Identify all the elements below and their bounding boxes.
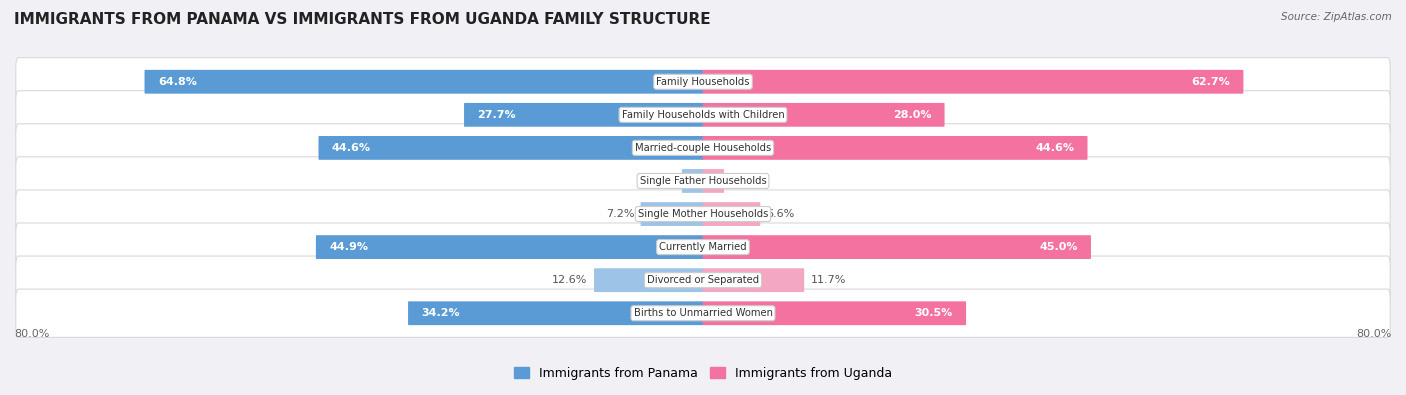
Text: 44.6%: 44.6% bbox=[332, 143, 371, 153]
FancyBboxPatch shape bbox=[703, 136, 1087, 160]
Text: Married-couple Households: Married-couple Households bbox=[636, 143, 770, 153]
FancyBboxPatch shape bbox=[595, 268, 703, 292]
FancyBboxPatch shape bbox=[319, 136, 703, 160]
Text: Single Mother Households: Single Mother Households bbox=[638, 209, 768, 219]
FancyBboxPatch shape bbox=[703, 235, 1091, 259]
Text: 27.7%: 27.7% bbox=[478, 110, 516, 120]
FancyBboxPatch shape bbox=[464, 103, 703, 127]
Text: 2.4%: 2.4% bbox=[731, 176, 759, 186]
FancyBboxPatch shape bbox=[703, 70, 1243, 94]
Text: 80.0%: 80.0% bbox=[14, 329, 49, 339]
FancyBboxPatch shape bbox=[15, 91, 1391, 139]
Text: 2.4%: 2.4% bbox=[647, 176, 675, 186]
Text: 44.9%: 44.9% bbox=[329, 242, 368, 252]
Text: Single Father Households: Single Father Households bbox=[640, 176, 766, 186]
Text: Births to Unmarried Women: Births to Unmarried Women bbox=[634, 308, 772, 318]
Text: 11.7%: 11.7% bbox=[811, 275, 846, 285]
Text: Currently Married: Currently Married bbox=[659, 242, 747, 252]
FancyBboxPatch shape bbox=[15, 289, 1391, 337]
FancyBboxPatch shape bbox=[15, 58, 1391, 106]
FancyBboxPatch shape bbox=[15, 157, 1391, 205]
Text: Family Households with Children: Family Households with Children bbox=[621, 110, 785, 120]
FancyBboxPatch shape bbox=[703, 169, 724, 193]
FancyBboxPatch shape bbox=[15, 256, 1391, 304]
Text: Family Households: Family Households bbox=[657, 77, 749, 87]
FancyBboxPatch shape bbox=[408, 301, 703, 325]
Text: 12.6%: 12.6% bbox=[553, 275, 588, 285]
FancyBboxPatch shape bbox=[15, 124, 1391, 172]
Text: 80.0%: 80.0% bbox=[1357, 329, 1392, 339]
FancyBboxPatch shape bbox=[15, 190, 1391, 238]
Text: 44.6%: 44.6% bbox=[1035, 143, 1074, 153]
FancyBboxPatch shape bbox=[703, 103, 945, 127]
FancyBboxPatch shape bbox=[703, 202, 761, 226]
Text: 30.5%: 30.5% bbox=[914, 308, 953, 318]
Text: 62.7%: 62.7% bbox=[1191, 77, 1230, 87]
FancyBboxPatch shape bbox=[703, 268, 804, 292]
FancyBboxPatch shape bbox=[15, 223, 1391, 271]
Legend: Immigrants from Panama, Immigrants from Uganda: Immigrants from Panama, Immigrants from … bbox=[509, 362, 897, 385]
Text: 45.0%: 45.0% bbox=[1039, 242, 1077, 252]
Text: IMMIGRANTS FROM PANAMA VS IMMIGRANTS FROM UGANDA FAMILY STRUCTURE: IMMIGRANTS FROM PANAMA VS IMMIGRANTS FRO… bbox=[14, 12, 710, 27]
Text: 34.2%: 34.2% bbox=[422, 308, 460, 318]
Text: 64.8%: 64.8% bbox=[157, 77, 197, 87]
FancyBboxPatch shape bbox=[682, 169, 703, 193]
Text: Divorced or Separated: Divorced or Separated bbox=[647, 275, 759, 285]
Text: 6.6%: 6.6% bbox=[766, 209, 794, 219]
FancyBboxPatch shape bbox=[145, 70, 703, 94]
Text: Source: ZipAtlas.com: Source: ZipAtlas.com bbox=[1281, 12, 1392, 22]
FancyBboxPatch shape bbox=[703, 301, 966, 325]
Text: 7.2%: 7.2% bbox=[606, 209, 634, 219]
FancyBboxPatch shape bbox=[641, 202, 703, 226]
FancyBboxPatch shape bbox=[316, 235, 703, 259]
Text: 28.0%: 28.0% bbox=[893, 110, 931, 120]
